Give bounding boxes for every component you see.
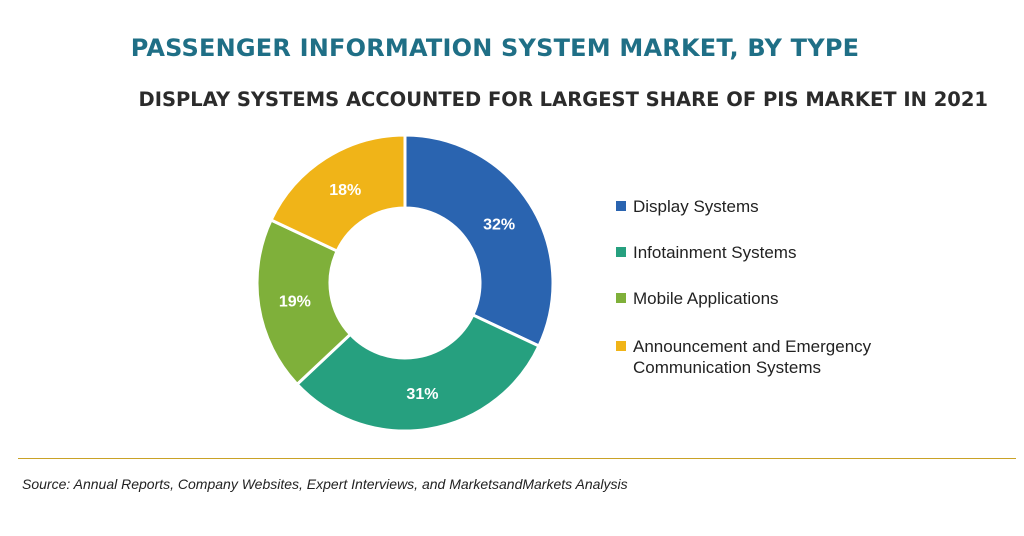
legend-item-announcement-systems: Announcement and Emergency Communication… [616,336,913,378]
legend-item-infotainment-systems: Infotainment Systems [616,242,913,263]
donut-slice-announcement-and-emergency-communication-systems [269,133,407,254]
donut-slice-display-systems [403,133,555,349]
chart-title: PASSENGER INFORMATION SYSTEM MARKET, BY … [130,34,860,62]
source-note: Source: Annual Reports, Company Websites… [22,476,628,492]
legend-item-display-systems: Display Systems [616,196,913,217]
legend-swatch-display-systems [616,201,626,211]
legend-label-mobile-applications: Mobile Applications [633,289,779,308]
legend-label-infotainment-systems: Infotainment Systems [633,243,797,262]
donut-chart: 32% 31% 19% 18% [255,133,555,433]
legend-swatch-announcement-systems [616,341,626,351]
footer-divider [18,458,1016,459]
legend-swatch-infotainment-systems [616,247,626,257]
legend-label-display-systems: Display Systems [633,197,759,216]
legend-swatch-mobile-applications [616,293,626,303]
legend-item-mobile-applications: Mobile Applications [616,288,913,309]
chart-subtitle: DISPLAY SYSTEMS ACCOUNTED FOR LARGEST SH… [138,88,988,111]
donut-slice-mobile-applications [255,217,353,387]
data-label-display-systems: 32% [483,216,515,233]
donut-slice-infotainment-systems [294,312,541,433]
data-label-mobile-applications: 19% [279,293,311,310]
legend-label-announcement-systems: Announcement and Emergency Communication… [633,337,872,377]
data-label-infotainment-systems: 31% [406,386,438,403]
data-label-announcement-and-emergency-communication-systems: 18% [329,182,361,199]
